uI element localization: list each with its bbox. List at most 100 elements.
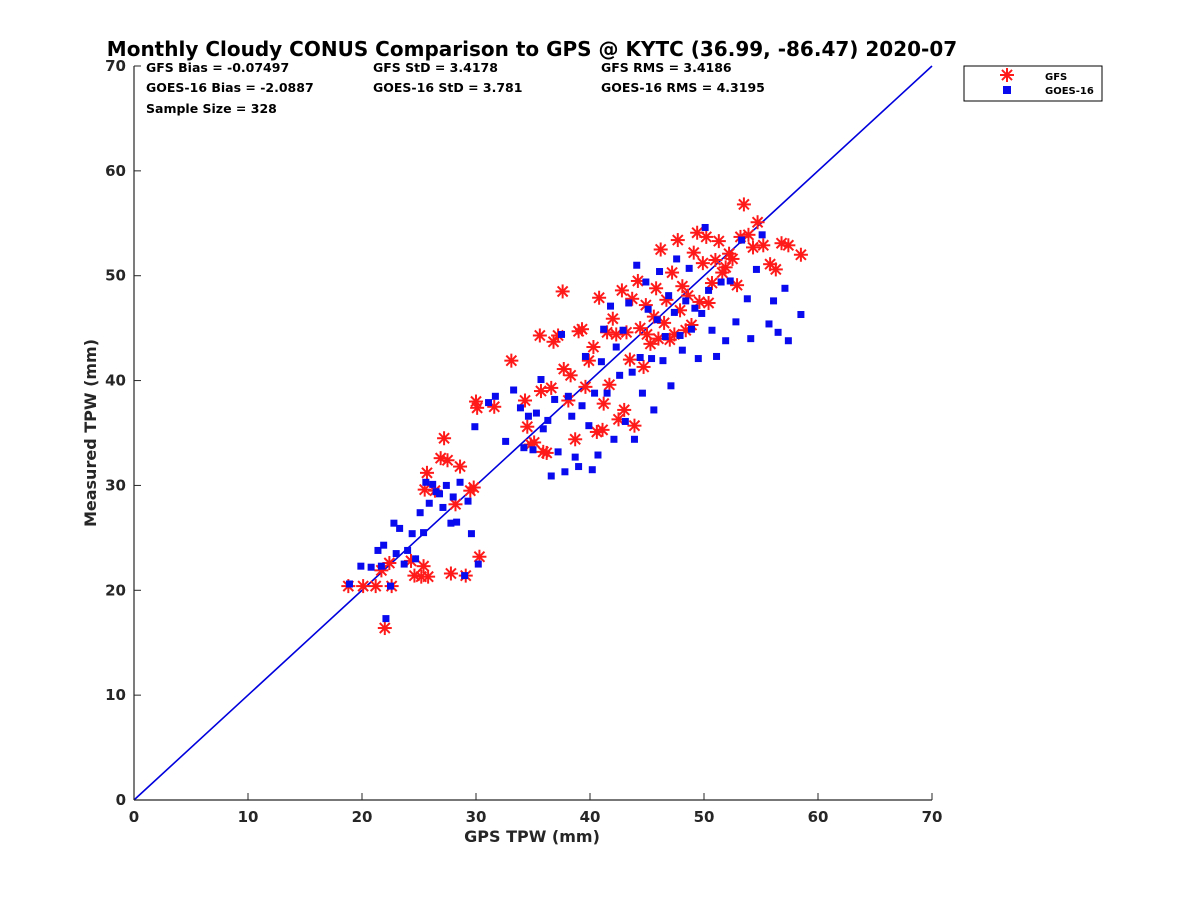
goes-16-point bbox=[485, 399, 493, 407]
goes-16-point bbox=[453, 518, 461, 526]
goes-16-point bbox=[400, 560, 408, 568]
gfs-point bbox=[504, 353, 519, 368]
stat-sample-size: Sample Size = 328 bbox=[146, 101, 277, 116]
gfs-point bbox=[643, 336, 658, 351]
goes-16-point bbox=[659, 357, 667, 365]
goes-16-point bbox=[554, 448, 562, 456]
goes-16-point bbox=[752, 265, 760, 273]
goes-16-point bbox=[571, 453, 579, 461]
stat-gfs-std: GFS StD = 3.4178 bbox=[373, 60, 498, 75]
y-tick-label: 50 bbox=[105, 267, 126, 285]
goes-16-point bbox=[708, 326, 716, 334]
goes-16-point bbox=[625, 299, 633, 307]
stat-gfs-rms: GFS RMS = 3.4186 bbox=[601, 60, 732, 75]
goes-16-point bbox=[591, 389, 599, 397]
gfs-point bbox=[377, 621, 392, 636]
stats-block: GFS Bias = -0.07497 GFS StD = 3.4178 GFS… bbox=[146, 60, 765, 116]
gfs-point bbox=[368, 579, 383, 594]
goes-16-point bbox=[722, 337, 730, 345]
goes-16-point bbox=[705, 286, 713, 294]
goes-16-point bbox=[676, 331, 684, 339]
plot-area bbox=[133, 65, 933, 801]
gfs-point bbox=[539, 445, 554, 460]
x-tick-label: 60 bbox=[808, 808, 829, 826]
goes-16-point bbox=[682, 297, 690, 305]
y-tick-label: 40 bbox=[105, 372, 126, 390]
gfs-point bbox=[670, 233, 685, 248]
goes-16-point bbox=[568, 412, 576, 420]
stat-gfs-bias: GFS Bias = -0.07497 bbox=[146, 60, 289, 75]
x-tick-label: 30 bbox=[466, 808, 487, 826]
gfs-point bbox=[453, 459, 468, 474]
y-tick-label: 20 bbox=[105, 581, 126, 599]
gfs-point bbox=[568, 432, 583, 447]
gfs-point bbox=[781, 238, 796, 253]
goes-16-point bbox=[390, 519, 398, 527]
goes-16-point bbox=[630, 435, 638, 443]
goes-16-point bbox=[561, 468, 569, 476]
gfs-point bbox=[768, 262, 783, 277]
goes-16-point bbox=[685, 264, 693, 272]
gfs-point bbox=[443, 566, 458, 581]
goes-16-point bbox=[597, 358, 605, 366]
goes-16-point bbox=[524, 412, 532, 420]
legend-goes-label: GOES-16 bbox=[1045, 86, 1094, 97]
gfs-point bbox=[675, 279, 690, 294]
gfs-point bbox=[596, 396, 611, 411]
gfs-point bbox=[711, 234, 726, 249]
gfs-point bbox=[533, 384, 548, 399]
x-tick-label: 20 bbox=[352, 808, 373, 826]
goes-16-point bbox=[529, 446, 537, 454]
goes-16-point bbox=[544, 416, 552, 424]
goes-16-point bbox=[603, 389, 611, 397]
gfs-point bbox=[649, 281, 664, 296]
goes-16-point bbox=[416, 509, 424, 517]
goes-16-point bbox=[585, 422, 593, 430]
goes-16-point bbox=[713, 352, 721, 360]
one-to-one-line bbox=[133, 65, 933, 801]
goes-16-point bbox=[665, 292, 673, 300]
goes-16-point bbox=[422, 478, 430, 486]
goes-16-point bbox=[670, 308, 678, 316]
goes-16-point bbox=[461, 572, 469, 580]
goes-16-point bbox=[547, 472, 555, 480]
goes-16-point bbox=[698, 309, 706, 317]
goes-16-point bbox=[687, 325, 695, 333]
gfs-point bbox=[614, 283, 629, 298]
goes-16-point bbox=[456, 478, 464, 486]
goes-16-point bbox=[650, 406, 658, 414]
goes-16-point bbox=[648, 355, 656, 363]
goes-16-point bbox=[781, 284, 789, 292]
goes-16-point bbox=[732, 318, 740, 326]
goes-16-point bbox=[616, 371, 624, 379]
stat-goes-bias: GOES-16 Bias = -2.0887 bbox=[146, 80, 314, 95]
gfs-point bbox=[774, 236, 789, 251]
goes-16-point bbox=[439, 503, 447, 511]
goes-16-point bbox=[678, 346, 686, 354]
gfs-point bbox=[692, 294, 707, 309]
gfs-point bbox=[653, 242, 668, 257]
goes-16-point bbox=[636, 354, 644, 362]
gfs-point bbox=[701, 295, 716, 310]
gfs-point bbox=[741, 227, 756, 242]
goes-16-point bbox=[516, 404, 524, 412]
legend-gfs-label: GFS bbox=[1045, 72, 1067, 83]
gfs-point bbox=[544, 380, 559, 395]
gfs-point bbox=[416, 559, 431, 574]
gfs-point bbox=[622, 352, 637, 367]
goes-16-point bbox=[774, 328, 782, 336]
gfs-point bbox=[725, 251, 740, 266]
goes-16-point bbox=[691, 304, 699, 312]
legend: GFS GOES-16 bbox=[963, 65, 1103, 102]
data-markers bbox=[341, 197, 808, 636]
goes-16-point bbox=[425, 499, 433, 507]
gfs-point bbox=[756, 238, 771, 253]
gfs-point bbox=[440, 453, 455, 468]
goes-16-point bbox=[743, 295, 751, 303]
legend-gfs-asterisk bbox=[1000, 68, 1014, 82]
goes-16-point bbox=[638, 389, 646, 397]
x-tick-label: 10 bbox=[238, 808, 259, 826]
goes-16-point bbox=[628, 368, 636, 376]
goes-16-point bbox=[581, 352, 589, 360]
goes-16-point bbox=[726, 277, 734, 285]
